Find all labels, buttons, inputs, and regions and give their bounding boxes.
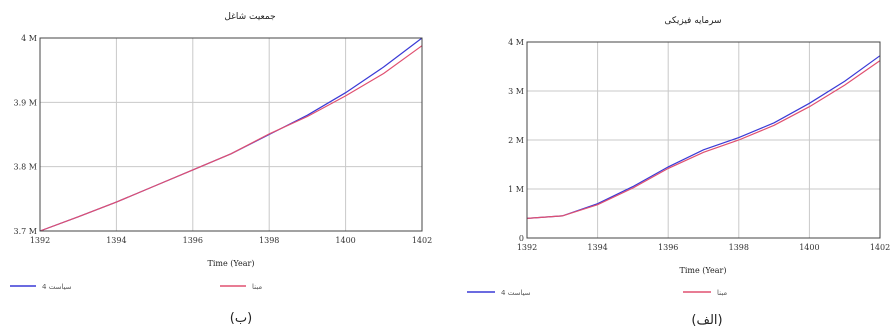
x-tick-label: 1398 xyxy=(259,236,279,245)
series-line-policy4 xyxy=(39,37,423,232)
x-tick-label: 1396 xyxy=(183,236,203,245)
x-tick-label: 1392 xyxy=(30,236,50,245)
chart-caption: (ب) xyxy=(230,311,252,326)
x-tick-labels: 1392 1394 1396 1398 1400 1402 xyxy=(30,236,432,245)
chart-caption: (الف) xyxy=(691,313,722,328)
series-layer xyxy=(526,55,881,219)
y-tick-label: 0 xyxy=(519,234,524,243)
x-tick-label: 1394 xyxy=(587,243,607,252)
grid xyxy=(527,42,880,238)
legend: سیاست 4 مبنا xyxy=(467,289,727,297)
x-tick-label: 1398 xyxy=(729,243,749,252)
x-tick-label: 1400 xyxy=(799,243,819,252)
legend: سیاست 4 مبنا xyxy=(10,283,262,291)
legend-label-policy4: سیاست 4 xyxy=(501,289,531,297)
y-tick-label: 2 M xyxy=(508,136,524,145)
legend-label-base: مبنا xyxy=(252,283,262,291)
y-tick-label: 1 M xyxy=(508,185,524,194)
x-tick-label: 1400 xyxy=(335,236,355,245)
series-layer xyxy=(39,37,423,232)
plot-frame xyxy=(526,41,881,239)
y-tick-labels: 0 1 M 2 M 3 M 4 M xyxy=(508,38,524,243)
series-line-base xyxy=(39,45,423,232)
x-axis-label: Time (Year) xyxy=(680,266,727,275)
chart-title: سرمایه فیزیکی xyxy=(664,16,721,26)
x-axis-label: Time (Year) xyxy=(208,259,255,268)
y-tick-label: 3 M xyxy=(508,87,524,96)
x-tick-label: 1402 xyxy=(412,236,432,245)
x-tick-label: 1396 xyxy=(658,243,678,252)
y-tick-labels: 3.7 M 3.8 M 3.9 M 4 M xyxy=(14,34,37,236)
y-tick-label: 4 M xyxy=(21,34,37,43)
series-line-base xyxy=(526,60,881,219)
x-tick-label: 1394 xyxy=(106,236,126,245)
y-tick-label: 4 M xyxy=(508,38,524,47)
x-tick-label: 1392 xyxy=(517,243,537,252)
legend-label-policy4: سیاست 4 xyxy=(42,283,72,291)
physical-capital-chart: سرمایه فیزیکی 0 1 M 2 M 3 M 4 M 1392 1394 1396… xyxy=(467,16,890,328)
x-tick-label: 1402 xyxy=(870,243,890,252)
y-tick-label: 3.8 M xyxy=(14,163,37,172)
x-tick-labels: 1392 1394 1396 1398 1400 1402 xyxy=(517,243,890,252)
legend-label-base: مبنا xyxy=(717,289,727,297)
y-tick-label: 3.7 M xyxy=(14,227,37,236)
series-line-policy4 xyxy=(526,55,881,219)
grid xyxy=(40,38,422,231)
y-tick-label: 3.9 M xyxy=(14,98,37,107)
chart-title: جمعیت شاغل xyxy=(224,12,275,22)
plot-frame xyxy=(39,37,423,232)
employed-population-chart: جمعیت شاغل 3.7 M3.8 M3.9 M4 M 1392 1394 13… xyxy=(10,12,432,326)
